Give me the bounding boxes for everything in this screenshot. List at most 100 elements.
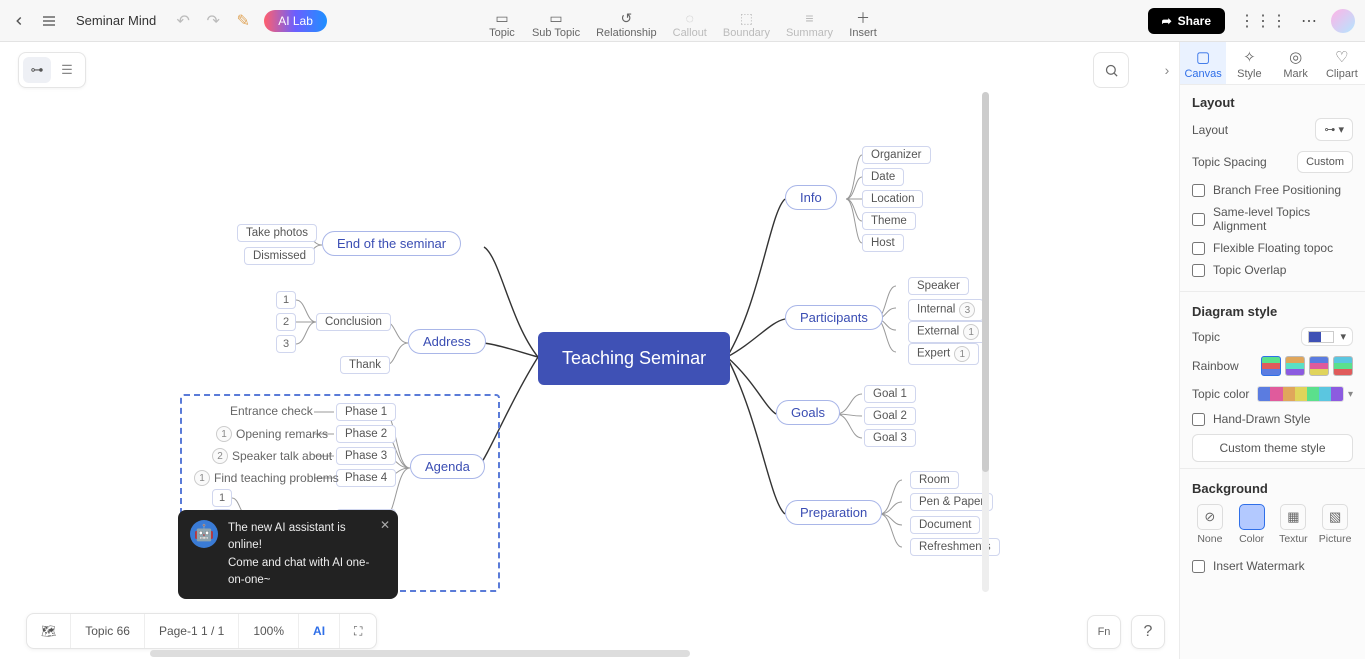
leaf-dismissed[interactable]: Dismissed xyxy=(244,247,315,265)
rainbow-opt-3[interactable] xyxy=(1309,356,1329,376)
leaf-expert[interactable]: Expert1 xyxy=(908,343,979,365)
node-participants[interactable]: Participants xyxy=(785,305,883,330)
ai-tip-close[interactable]: ✕ xyxy=(380,516,390,534)
bg-none[interactable]: ⊘None xyxy=(1192,504,1228,545)
disc-1[interactable]: 1 xyxy=(212,489,232,507)
vertical-scrollbar[interactable] xyxy=(982,92,989,592)
menu-icon[interactable] xyxy=(40,12,58,30)
undo-icon[interactable]: ↶ xyxy=(174,12,192,30)
leaf-entrance[interactable]: Entrance check xyxy=(224,402,319,420)
spacing-select[interactable]: Custom xyxy=(1297,151,1353,173)
tab-clipart[interactable]: ♡Clipart xyxy=(1319,42,1365,84)
check-overlap[interactable]: Topic Overlap xyxy=(1192,263,1353,277)
tab-style[interactable]: ✧Style xyxy=(1226,42,1272,84)
leaf-find-problems[interactable]: 1Find teaching problems xyxy=(188,468,345,488)
leaf-photos[interactable]: Take photos xyxy=(237,224,317,242)
node-preparation[interactable]: Preparation xyxy=(785,500,882,525)
node-end[interactable]: End of the seminar xyxy=(322,231,461,256)
leaf-opening[interactable]: 1Opening remarks xyxy=(210,424,334,444)
checkbox[interactable] xyxy=(1192,184,1205,197)
leaf-internal[interactable]: Internal3 xyxy=(908,299,984,321)
share-button[interactable]: ➦Share xyxy=(1148,8,1225,34)
leaf-thank[interactable]: Thank xyxy=(340,356,390,374)
horizontal-scrollbar[interactable] xyxy=(150,650,690,657)
bg-label: Picture xyxy=(1319,533,1352,545)
tool-topic[interactable]: ▭Topic xyxy=(482,9,522,39)
phase-2[interactable]: Phase 2 xyxy=(336,425,396,443)
fullscreen-button[interactable]: ⛶ xyxy=(340,614,376,648)
font-button[interactable]: Fn xyxy=(1087,615,1121,649)
leaf-organizer[interactable]: Organizer xyxy=(862,146,931,164)
custom-theme-button[interactable]: Custom theme style xyxy=(1192,434,1353,462)
tab-mark[interactable]: ◎Mark xyxy=(1273,42,1319,84)
leaf-theme[interactable]: Theme xyxy=(862,212,916,230)
node-agenda[interactable]: Agenda xyxy=(410,454,485,479)
tool-relationship[interactable]: ↺Relationship xyxy=(590,9,663,39)
num-3[interactable]: 3 xyxy=(276,335,296,353)
more-icon[interactable]: ⋯ xyxy=(1301,11,1317,31)
minimap-button[interactable]: 🗺 xyxy=(27,614,71,648)
zoom-level[interactable]: 100% xyxy=(239,614,299,648)
leaf-goal1[interactable]: Goal 1 xyxy=(864,385,916,403)
topic-count[interactable]: Topic 66 xyxy=(71,614,145,648)
tab-canvas[interactable]: ▢Canvas xyxy=(1180,42,1226,84)
leaf-goal2[interactable]: Goal 2 xyxy=(864,407,916,425)
redo-icon[interactable]: ↷ xyxy=(204,12,222,30)
scroll-thumb[interactable] xyxy=(982,92,989,472)
apps-icon[interactable]: ⋮⋮⋮ xyxy=(1239,11,1287,31)
rainbow-opt-2[interactable] xyxy=(1285,356,1305,376)
check-handdrawn[interactable]: Hand-Drawn Style xyxy=(1192,412,1353,426)
leaf-external[interactable]: External1 xyxy=(908,321,988,343)
leaf-speaker-talk[interactable]: 2Speaker talk about xyxy=(206,446,338,466)
leaf-document[interactable]: Document xyxy=(910,516,980,534)
leaf-date[interactable]: Date xyxy=(862,168,904,186)
search-button[interactable] xyxy=(1093,52,1129,88)
panel-collapse-button[interactable]: › xyxy=(1157,52,1177,88)
num-1[interactable]: 1 xyxy=(276,291,296,309)
checkbox[interactable] xyxy=(1192,560,1205,573)
phase-3[interactable]: Phase 3 xyxy=(336,447,396,465)
ai-lab-button[interactable]: AI Lab xyxy=(264,10,327,32)
bg-texture[interactable]: ▦Textur xyxy=(1276,504,1312,545)
checkbox[interactable] xyxy=(1192,213,1205,226)
node-address[interactable]: Address xyxy=(408,329,486,354)
canvas[interactable]: ⊶ ☰ xyxy=(0,42,1179,609)
num-2[interactable]: 2 xyxy=(276,313,296,331)
checkbox[interactable] xyxy=(1192,242,1205,255)
topic-color-palette[interactable] xyxy=(1257,386,1344,402)
bg-color[interactable]: Color xyxy=(1234,504,1270,545)
back-icon[interactable] xyxy=(10,12,28,30)
phase-1[interactable]: Phase 1 xyxy=(336,403,396,421)
leaf-pen[interactable]: Pen & Paper xyxy=(910,493,993,511)
check-branch-free[interactable]: Branch Free Positioning xyxy=(1192,183,1353,197)
leaf-goal3[interactable]: Goal 3 xyxy=(864,429,916,447)
help-button[interactable]: ? xyxy=(1131,615,1165,649)
node-root[interactable]: Teaching Seminar xyxy=(538,332,730,385)
page-info[interactable]: Page-1 1 / 1 xyxy=(145,614,239,648)
phase-4[interactable]: Phase 4 xyxy=(336,469,396,487)
leaf-host[interactable]: Host xyxy=(862,234,904,252)
tool-subtopic[interactable]: ▭Sub Topic xyxy=(526,9,586,39)
ai-button[interactable]: AI xyxy=(299,614,340,648)
avatar[interactable] xyxy=(1331,9,1355,33)
node-info[interactable]: Info xyxy=(785,185,837,210)
leaf-speaker[interactable]: Speaker xyxy=(908,277,969,295)
check-same-level[interactable]: Same-level Topics Alignment xyxy=(1192,205,1353,233)
checkbox[interactable] xyxy=(1192,264,1205,277)
node-goals[interactable]: Goals xyxy=(776,400,840,425)
check-watermark[interactable]: Insert Watermark xyxy=(1192,559,1353,573)
check-flexible[interactable]: Flexible Floating topoc xyxy=(1192,241,1353,255)
leaf-conclusion[interactable]: Conclusion xyxy=(316,313,391,331)
tool-insert[interactable]: ＋Insert xyxy=(843,9,883,39)
leaf-room[interactable]: Room xyxy=(910,471,959,489)
brush-icon[interactable]: ✎ xyxy=(234,12,252,30)
leaf-location[interactable]: Location xyxy=(862,190,923,208)
layout-select[interactable]: ⊶ ▾ xyxy=(1315,118,1353,141)
bg-picture[interactable]: ▧Picture xyxy=(1317,504,1353,545)
checkbox[interactable] xyxy=(1192,413,1205,426)
doc-title[interactable]: Seminar Mind xyxy=(76,13,156,28)
rainbow-opt-1[interactable] xyxy=(1261,356,1281,376)
color-drop-icon[interactable]: ▾ xyxy=(1348,389,1353,400)
rainbow-opt-4[interactable] xyxy=(1333,356,1353,376)
topic-style-select[interactable]: ▾ xyxy=(1301,327,1353,346)
